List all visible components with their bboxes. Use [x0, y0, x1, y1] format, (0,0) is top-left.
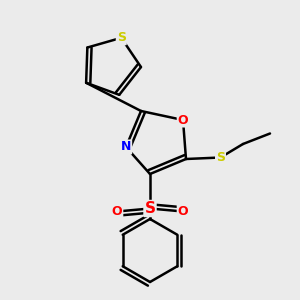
- Text: O: O: [112, 205, 122, 218]
- Text: O: O: [178, 113, 188, 127]
- Text: N: N: [121, 140, 131, 154]
- Text: S: S: [145, 201, 155, 216]
- Text: S: S: [216, 151, 225, 164]
- Text: S: S: [117, 31, 126, 44]
- Text: O: O: [178, 205, 188, 218]
